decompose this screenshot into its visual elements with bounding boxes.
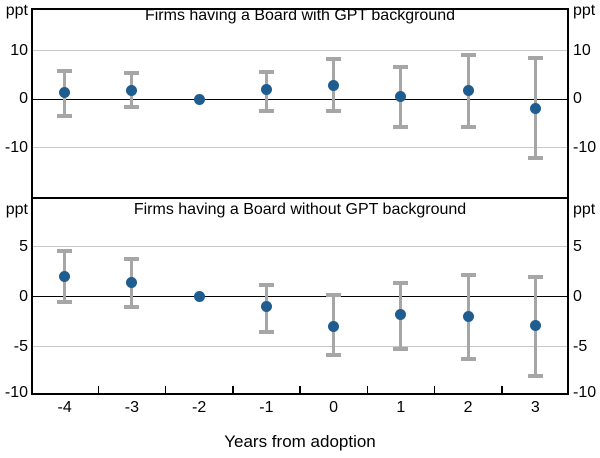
y-tick-label: 5	[573, 237, 582, 255]
y-tick-label: -10	[4, 384, 28, 401]
error-bar-cap-top	[326, 292, 342, 297]
gridline	[31, 50, 569, 52]
y-tick-label: -10	[4, 138, 28, 156]
y-tick-label: -10	[573, 384, 597, 401]
error-bar-cap-top	[124, 70, 140, 75]
error-bar-cap-top	[527, 56, 543, 61]
error-bar-cap-top	[258, 69, 274, 74]
data-point	[529, 320, 541, 331]
x-tick-label: 2	[463, 399, 473, 416]
error-bar-cap-top	[326, 57, 342, 62]
data-point	[395, 309, 407, 320]
gridline	[31, 246, 569, 247]
y-tick-label: 10	[573, 41, 591, 59]
error-bar-cap-bottom	[527, 373, 543, 378]
data-point	[529, 103, 541, 115]
x-tick-label: -3	[124, 399, 139, 416]
error-bar-cap-top	[393, 64, 409, 69]
error-bar-cap-bottom	[326, 109, 342, 114]
x-tick	[501, 386, 503, 395]
data-point	[59, 271, 71, 282]
y-tick-label: 0	[573, 287, 582, 305]
x-tick	[97, 386, 99, 395]
y-tick-label: 0	[19, 90, 28, 108]
data-point	[193, 93, 205, 105]
panel-title-bottom: Firms having a Board without GPT backgro…	[133, 201, 467, 218]
gridline	[31, 147, 569, 149]
error-bar-cap-bottom	[124, 105, 140, 110]
error-bar-cap-bottom	[57, 299, 73, 304]
data-point	[59, 86, 71, 98]
data-point	[260, 301, 272, 312]
data-point	[193, 291, 205, 302]
error-bar-cap-bottom	[326, 352, 342, 357]
error-bar-cap-top	[393, 280, 409, 285]
data-point	[260, 84, 272, 96]
gridline	[31, 346, 569, 347]
y-tick-label: -5	[573, 337, 588, 355]
data-point	[395, 91, 407, 103]
zero-line	[31, 295, 569, 298]
x-tick	[164, 386, 167, 395]
y-tick-label: 0	[19, 287, 28, 305]
error-bar-cap-top	[57, 69, 73, 74]
data-point	[462, 84, 474, 96]
x-tick	[232, 386, 234, 395]
y-tick-label: -5	[13, 337, 28, 355]
y-axis-unit-label: ppt	[573, 201, 596, 218]
error-bar-cap-top	[460, 272, 476, 277]
x-axis-title: Years from adoption	[224, 432, 376, 451]
error-bar-cap-top	[57, 248, 73, 253]
x-tick	[366, 386, 368, 395]
x-tick	[299, 386, 301, 395]
error-bar-cap-bottom	[460, 124, 476, 129]
error-bar-cap-bottom	[393, 346, 409, 351]
zero-line	[31, 98, 569, 101]
error-bar-cap-bottom	[460, 356, 476, 361]
data-point	[126, 85, 138, 97]
y-axis-unit-label: ppt	[5, 201, 28, 218]
y-tick-label: 0	[573, 90, 582, 108]
y-tick-label: -10	[573, 138, 597, 156]
x-tick-label: -1	[259, 399, 274, 416]
error-bar-cap-bottom	[258, 108, 274, 113]
panel-title-top: Firms having a Board with GPT background	[144, 7, 456, 24]
data-point	[328, 321, 340, 332]
x-tick	[433, 386, 436, 395]
x-tick-label: 1	[396, 399, 406, 416]
data-point	[126, 277, 138, 288]
error-bar-cap-bottom	[124, 304, 140, 309]
error-bar-cap-top	[124, 256, 140, 261]
y-axis-unit-label: ppt	[573, 2, 596, 19]
data-point	[462, 311, 474, 322]
error-bar-cap-bottom	[527, 156, 543, 161]
y-tick-label: 10	[10, 41, 28, 59]
x-tick-label: -4	[57, 399, 72, 416]
x-tick-label: 3	[530, 399, 540, 416]
x-tick-label: -2	[192, 399, 207, 416]
y-axis-unit-label: ppt	[5, 2, 28, 19]
error-bar-cap-bottom	[393, 124, 409, 129]
error-bar-cap-bottom	[57, 114, 73, 119]
plot-frame	[31, 8, 569, 395]
error-bar-cap-top	[527, 274, 543, 279]
error-bar-cap-top	[258, 282, 274, 287]
y-tick-label: 5	[19, 237, 28, 255]
error-bar-cap-top	[460, 52, 476, 57]
x-tick-label: 0	[329, 399, 339, 416]
panel-divider	[31, 197, 569, 199]
data-point	[328, 80, 340, 92]
error-bar-cap-bottom	[258, 329, 274, 334]
